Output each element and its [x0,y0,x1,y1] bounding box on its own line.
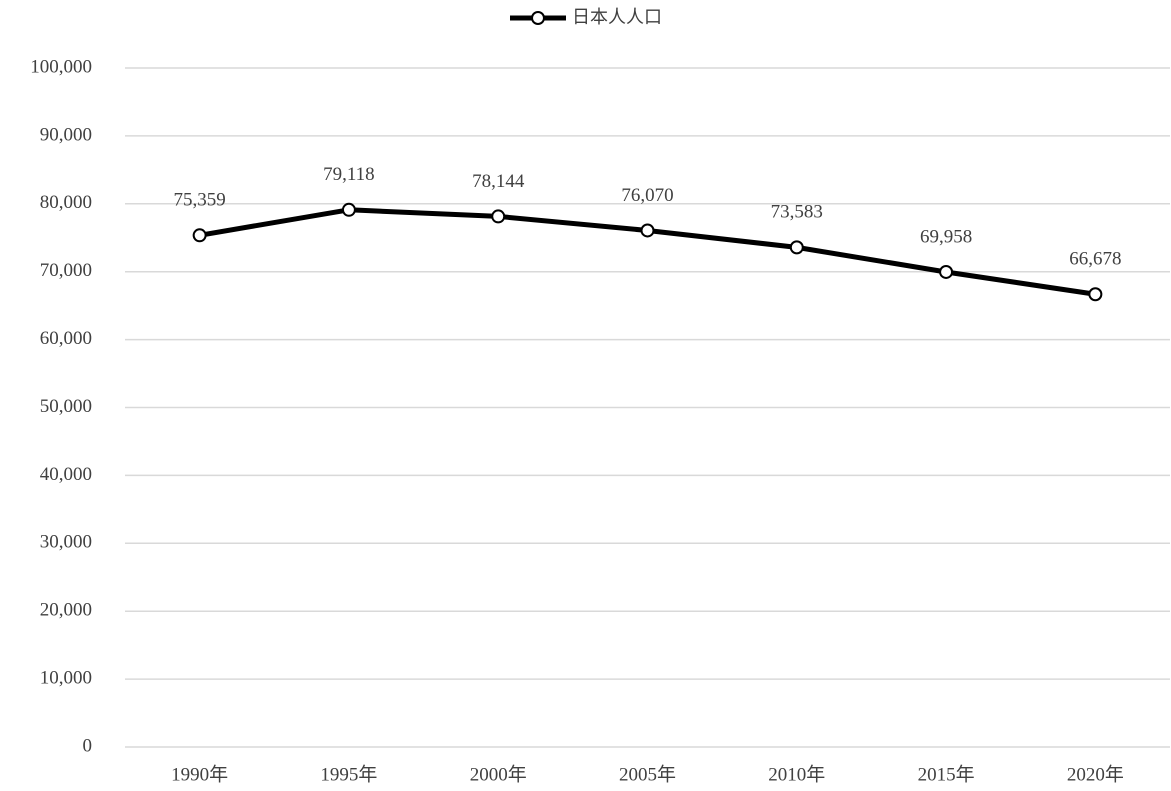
data-label: 78,144 [472,171,525,192]
data-label: 79,118 [323,164,375,185]
legend-label: 日本人人口 [572,7,662,28]
y-tick-label: 20,000 [40,600,92,621]
series-line [199,207,1096,297]
marker [939,264,954,279]
marker [491,209,506,224]
data-label: 75,359 [174,190,226,211]
x-tick-label: 2005年 [619,763,676,785]
y-tick-label: 40,000 [40,464,92,485]
y-tick-label: 60,000 [40,328,92,349]
data-label: 66,678 [1069,249,1121,270]
y-tick-label: 90,000 [40,124,92,145]
x-tick-label: 2000年 [470,763,527,785]
x-tick-label: 1995年 [320,763,377,785]
marker [640,223,655,238]
x-tick-label: 1990年 [171,763,228,785]
y-tick-label: 30,000 [40,532,92,553]
x-tick-label: 2015年 [918,763,975,785]
marker [789,240,804,255]
data-label: 76,070 [621,185,673,206]
y-tick-label: 70,000 [40,260,92,281]
y-tick-label: 10,000 [40,667,92,688]
y-tick-label: 100,000 [30,56,92,77]
y-tick-label: 80,000 [40,192,92,213]
data-label: 73,583 [771,202,823,223]
data-label: 69,958 [920,226,972,247]
marker [341,202,356,217]
x-tick-label: 2010年 [768,763,825,785]
x-tick-label: 2020年 [1067,763,1124,785]
legend-marker [531,11,545,25]
y-tick-label: 50,000 [40,396,92,417]
marker [192,228,207,243]
y-tick-label: 0 [83,735,93,756]
marker [1088,287,1103,302]
